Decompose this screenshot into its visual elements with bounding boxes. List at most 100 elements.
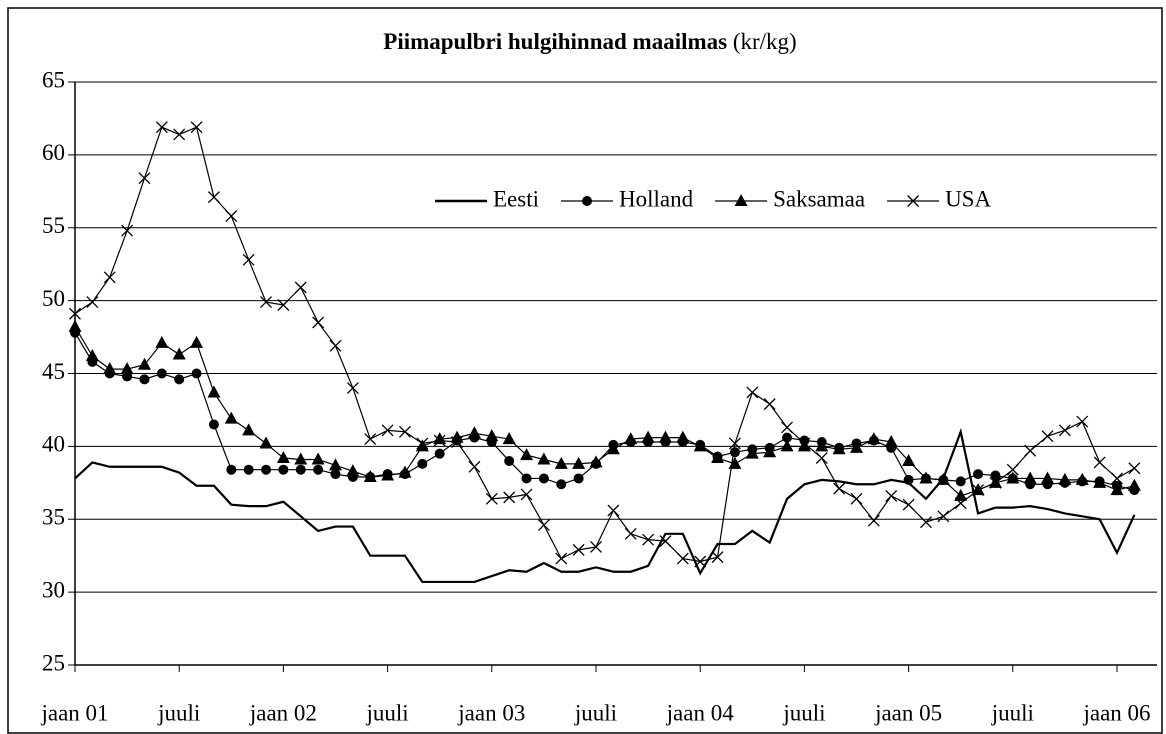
data-point — [538, 473, 549, 484]
data-point — [902, 453, 916, 466]
data-point — [224, 411, 238, 424]
chart-title: Piimapulbri hulgihinnad maailmas — [383, 29, 727, 54]
data-point — [676, 430, 690, 443]
data-point — [607, 504, 620, 517]
data-point — [572, 543, 585, 556]
data-point — [780, 439, 794, 452]
data-point — [313, 464, 324, 475]
data-point — [1058, 424, 1071, 437]
data-point — [606, 442, 620, 455]
data-point — [903, 474, 914, 485]
data-point — [190, 121, 203, 134]
data-point — [520, 448, 534, 461]
x-tick-label: jaan 03 — [457, 700, 525, 725]
data-point — [642, 533, 655, 546]
data-point — [676, 552, 689, 565]
data-point — [120, 362, 134, 375]
data-point — [902, 498, 915, 511]
data-point — [711, 451, 725, 464]
data-point — [433, 434, 446, 447]
data-point — [207, 385, 221, 398]
data-point — [624, 527, 637, 540]
data-point — [294, 281, 307, 294]
data-point — [728, 437, 741, 450]
y-tick-label: 25 — [42, 650, 65, 675]
data-point — [278, 464, 289, 475]
y-tick-label: 35 — [42, 505, 65, 530]
data-point — [537, 452, 551, 465]
legend-label: Saksamaa — [773, 186, 865, 211]
data-point — [955, 476, 966, 487]
data-point — [121, 224, 134, 237]
data-point — [693, 439, 707, 452]
data-point — [85, 349, 99, 362]
data-point — [242, 423, 256, 436]
data-point — [1110, 483, 1124, 496]
data-point — [850, 440, 863, 453]
data-point — [1076, 415, 1089, 428]
data-point — [191, 368, 202, 379]
x-tick-label: jaan 05 — [874, 700, 942, 725]
data-point — [398, 465, 412, 478]
data-point — [1127, 478, 1141, 491]
data-point — [1041, 430, 1054, 443]
x-tick-label: juuli — [157, 700, 200, 725]
data-point — [641, 430, 655, 443]
x-tick-label: jaan 01 — [40, 700, 108, 725]
data-point — [261, 464, 272, 475]
y-tick-label: 65 — [42, 67, 65, 92]
data-point — [590, 540, 602, 553]
data-point — [990, 470, 1001, 481]
data-point — [467, 426, 481, 439]
data-point — [624, 432, 638, 445]
data-point — [190, 335, 204, 348]
data-point — [520, 488, 533, 501]
data-point — [485, 492, 498, 505]
x-tick-label: jaan 06 — [1082, 700, 1150, 725]
data-point — [68, 319, 82, 332]
data-point — [746, 386, 759, 399]
data-point — [207, 191, 220, 204]
data-point — [1058, 472, 1072, 485]
data-point — [329, 458, 342, 471]
data-point — [276, 451, 290, 464]
legend-label: Holland — [619, 186, 694, 211]
data-point — [936, 472, 950, 485]
data-point — [346, 382, 359, 395]
chart-frame — [7, 7, 1163, 734]
data-point — [919, 471, 933, 484]
data-point — [763, 398, 776, 411]
x-tick-label: juuli — [782, 700, 825, 725]
data-point — [139, 374, 150, 385]
data-point — [694, 555, 707, 568]
data-point — [155, 335, 169, 348]
data-point — [537, 519, 550, 532]
data-point — [156, 368, 167, 379]
data-point — [174, 374, 185, 385]
x-tick-label: jaan 04 — [666, 700, 735, 725]
data-point — [867, 514, 880, 527]
data-point — [555, 552, 568, 565]
data-point — [277, 299, 290, 311]
data-point — [103, 271, 116, 284]
data-point — [137, 357, 151, 370]
data-point — [589, 455, 603, 468]
y-tick-label: 50 — [42, 286, 65, 311]
data-point — [363, 469, 377, 482]
data-point — [173, 128, 186, 141]
x-tick-label: jaan 02 — [249, 700, 317, 725]
series-line — [74, 427, 1136, 584]
data-point — [1075, 472, 1089, 485]
data-point — [311, 452, 325, 465]
data-point — [138, 172, 151, 185]
data-point — [330, 469, 341, 480]
data-point — [172, 347, 186, 360]
data-point — [312, 316, 325, 329]
data-point — [659, 535, 672, 548]
data-point — [243, 464, 254, 475]
data-point — [573, 473, 584, 484]
data-point — [1093, 456, 1106, 469]
legend-marker — [907, 195, 920, 207]
data-point — [832, 442, 846, 455]
x-tick-label: juuli — [991, 700, 1034, 725]
